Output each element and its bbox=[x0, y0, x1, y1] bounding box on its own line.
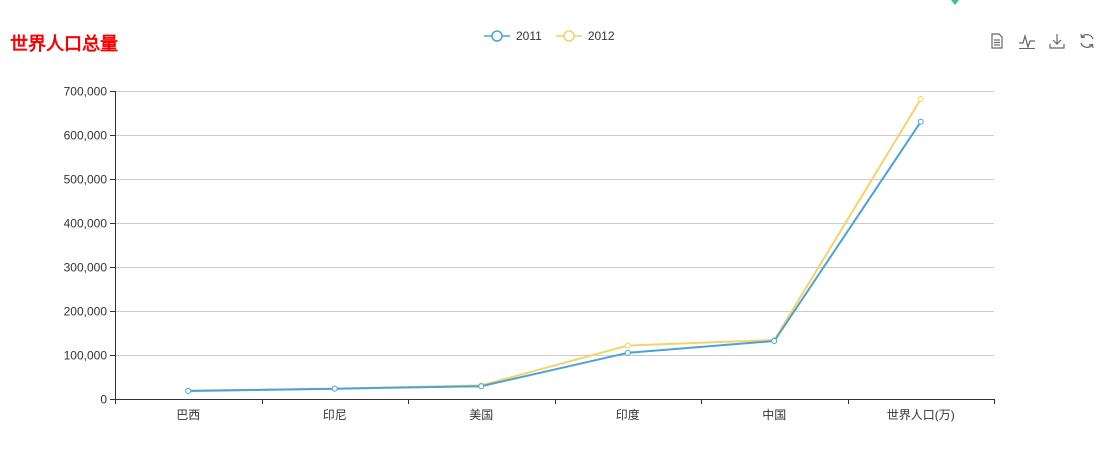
legend: 2011 2012 bbox=[484, 29, 615, 43]
data-view-icon[interactable] bbox=[988, 32, 1006, 50]
y-tick-label: 600,000 bbox=[64, 129, 108, 143]
restore-icon[interactable] bbox=[1078, 32, 1096, 50]
x-tick-label: 美国 bbox=[469, 408, 493, 422]
y-tick-label: 100,000 bbox=[64, 349, 108, 363]
legend-label-2012: 2012 bbox=[587, 29, 615, 43]
toolbox bbox=[988, 32, 1096, 50]
data-point-2011 bbox=[624, 349, 631, 356]
y-tick-label: 400,000 bbox=[64, 217, 108, 231]
legend-marker-2011-icon bbox=[484, 30, 510, 42]
legend-label-2011: 2011 bbox=[516, 29, 542, 43]
data-point-2011 bbox=[917, 118, 924, 125]
x-tick-label: 印尼 bbox=[323, 408, 347, 422]
y-tick-label: 500,000 bbox=[64, 173, 108, 187]
data-point-2011 bbox=[771, 338, 778, 345]
data-point-2011 bbox=[331, 385, 338, 392]
data-point-2012 bbox=[917, 96, 924, 103]
x-tick-label: 中国 bbox=[762, 407, 786, 422]
legend-item-2011[interactable]: 2011 bbox=[484, 29, 542, 43]
y-tick-label: 0 bbox=[100, 393, 107, 407]
marker-triangle-icon bbox=[951, 0, 959, 5]
save-image-icon[interactable] bbox=[1048, 32, 1066, 50]
x-tick-label: 印度 bbox=[616, 407, 640, 422]
y-tick-label: 300,000 bbox=[64, 261, 108, 275]
data-point-2011 bbox=[185, 387, 192, 394]
line-chart-icon[interactable] bbox=[1018, 32, 1036, 50]
series-line-2012 bbox=[188, 98, 922, 392]
series-line-2011 bbox=[188, 121, 922, 392]
x-tick-label: 世界人口(万) bbox=[887, 408, 955, 422]
y-tick-label: 200,000 bbox=[64, 305, 108, 319]
y-tick-label: 700,000 bbox=[64, 85, 108, 99]
data-point-2012 bbox=[624, 342, 631, 349]
x-tick-label: 巴西 bbox=[176, 408, 200, 422]
legend-marker-2012-icon bbox=[555, 30, 582, 42]
chart-title: 世界人口总量 bbox=[10, 34, 118, 55]
data-point-2011 bbox=[478, 383, 485, 390]
legend-item-2012[interactable]: 2012 bbox=[555, 29, 615, 43]
